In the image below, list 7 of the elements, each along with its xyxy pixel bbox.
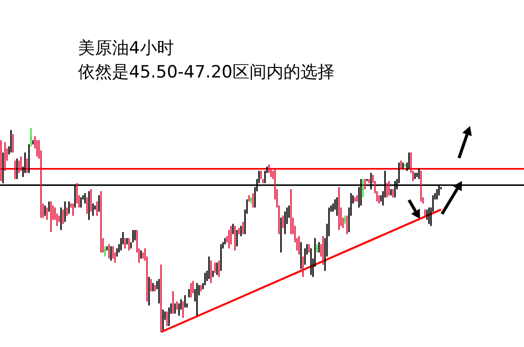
candlestick (104, 246, 106, 258)
candlestick (344, 215, 346, 224)
chart-title: 美原油4小时 (78, 38, 174, 58)
chart-subtitle: 依然是45.50-47.20区间内的选择 (78, 62, 334, 82)
candlestick (404, 164, 406, 168)
candlestick (30, 128, 32, 147)
candlestick (362, 178, 364, 198)
